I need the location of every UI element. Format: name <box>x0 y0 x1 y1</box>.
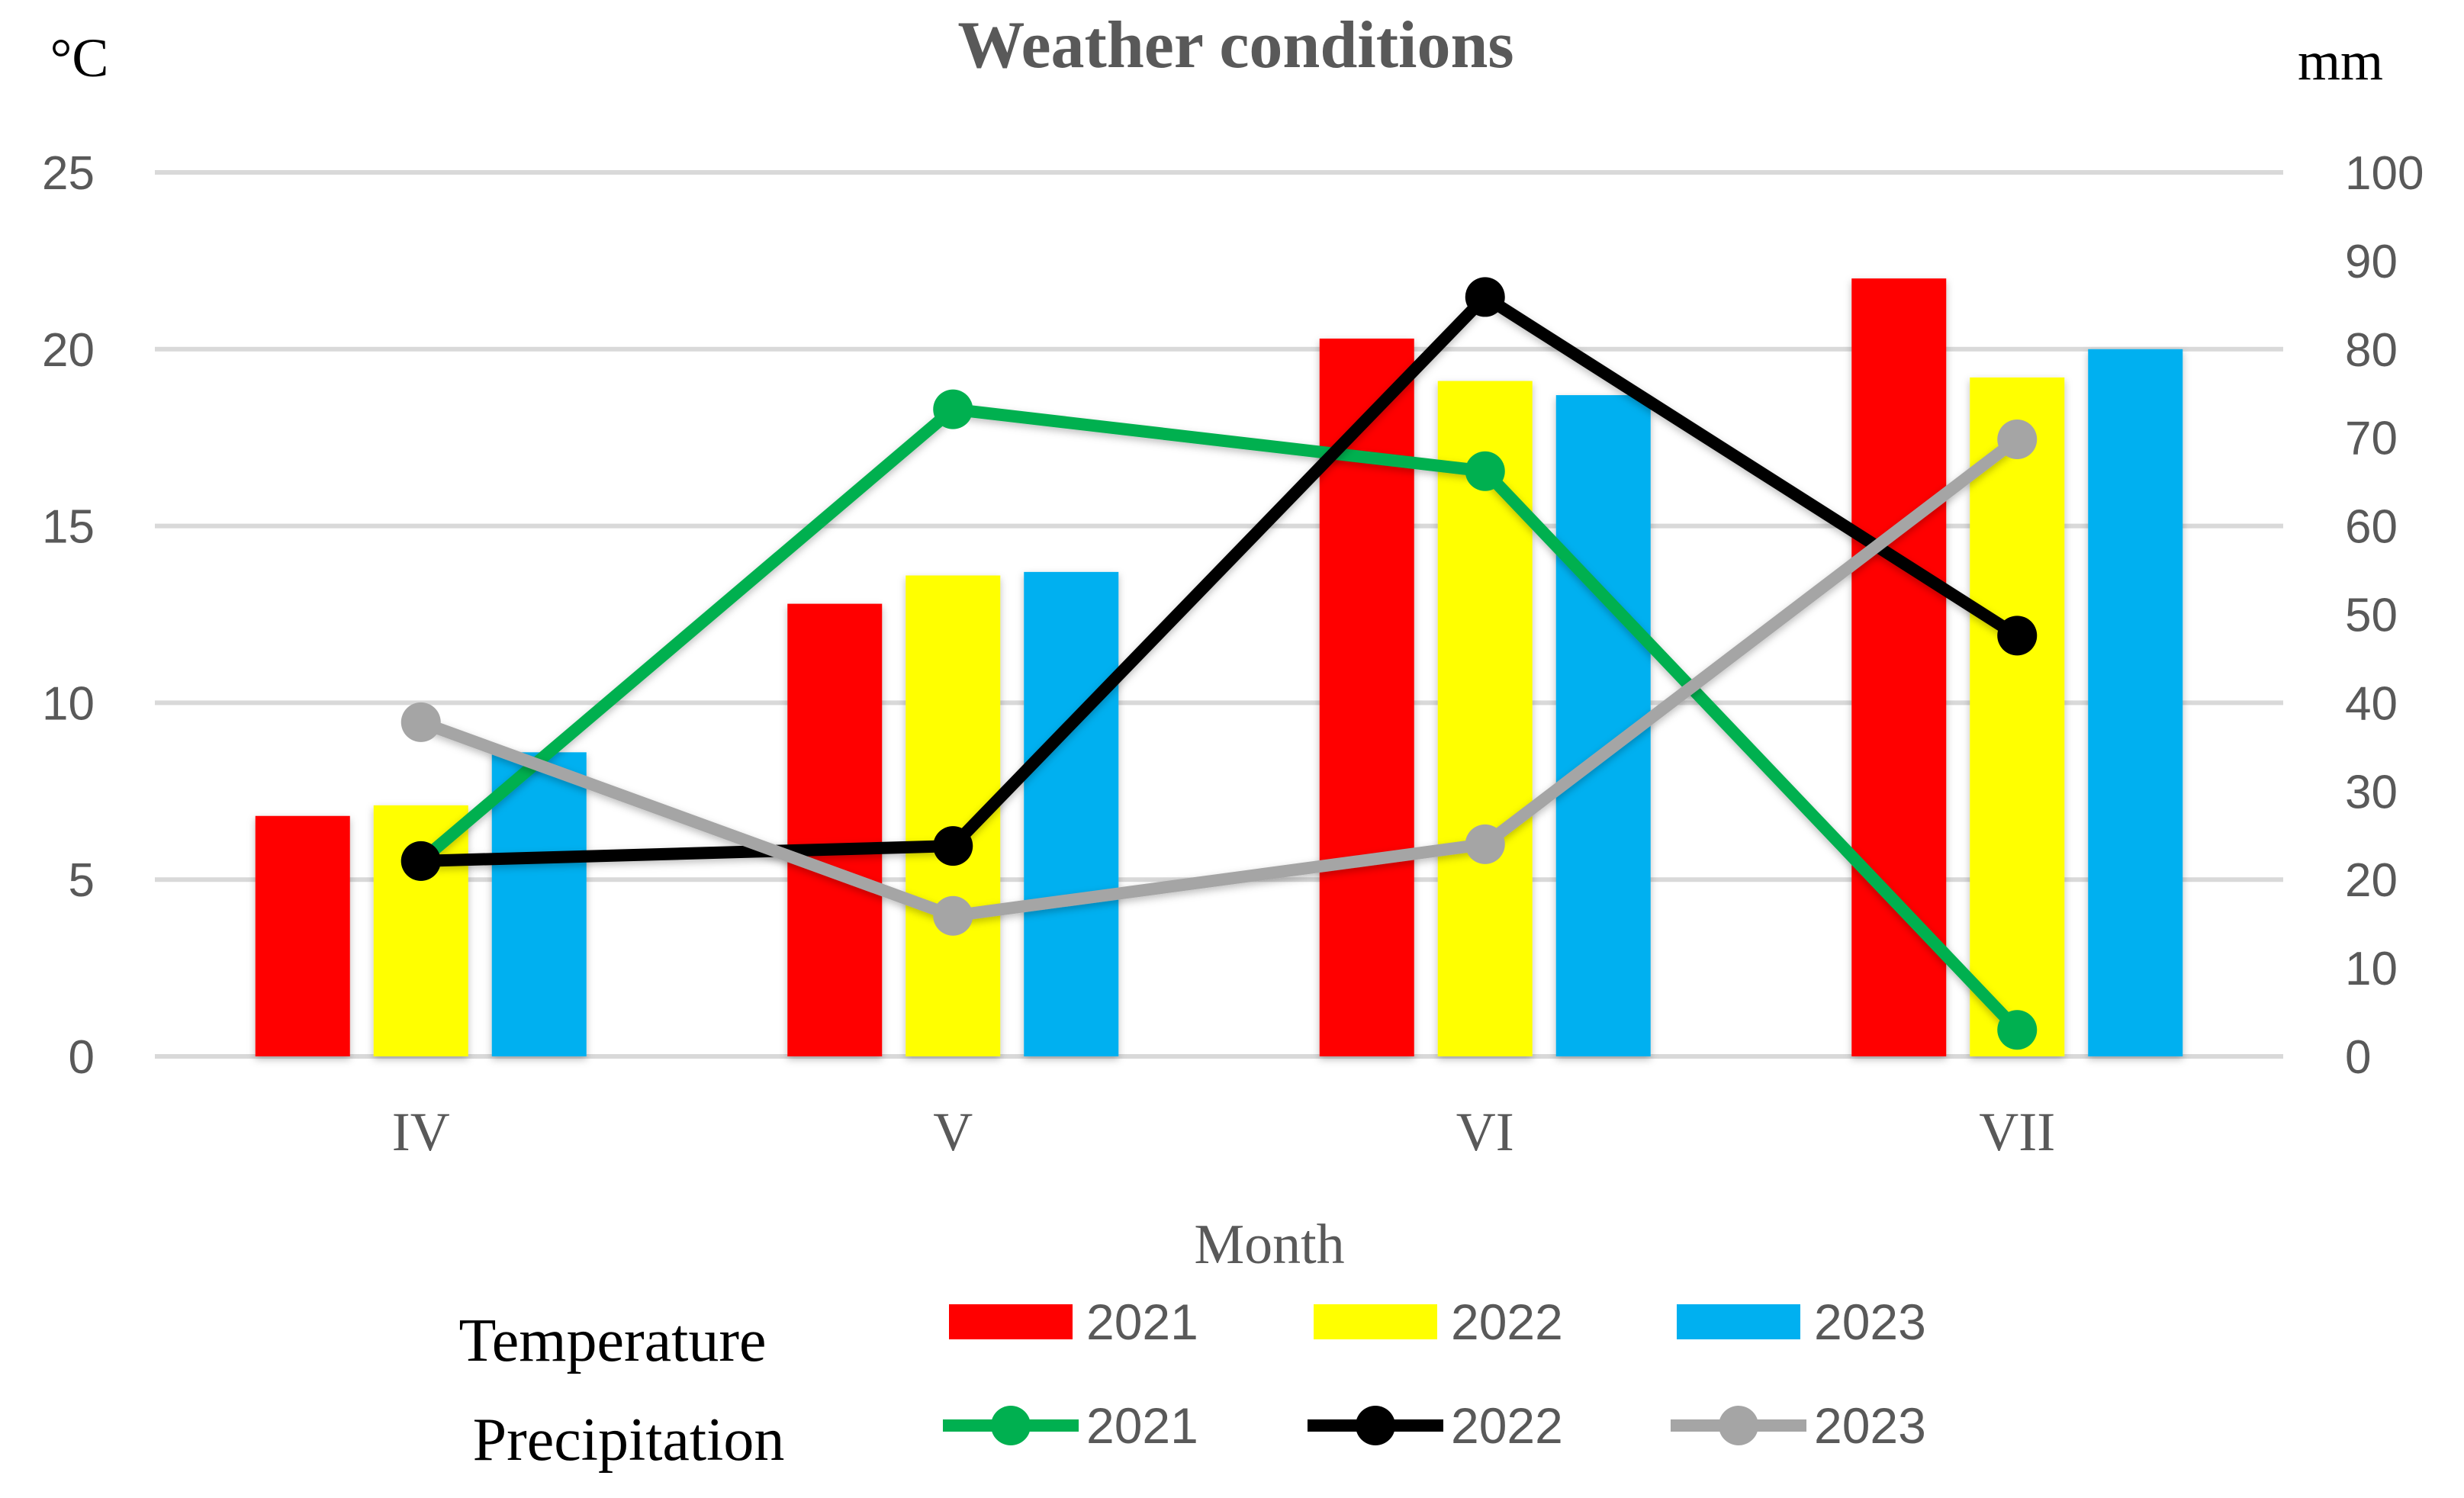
bar-temp-2021 <box>255 815 350 1056</box>
x-axis-title: Month <box>1194 1214 1344 1276</box>
bar-temp-2023 <box>1024 571 1119 1056</box>
legend: Temperature Precipitation 2021 2022 2023 20… <box>458 1294 1925 1474</box>
right-tick-label: 70 <box>2345 413 2398 465</box>
left-tick-label: 0 <box>69 1031 95 1084</box>
left-tick-label: 10 <box>42 677 95 730</box>
right-tick-label: 0 <box>2345 1031 2371 1084</box>
right-tick-label: 30 <box>2345 766 2398 818</box>
legend-group-temperature: Temperature <box>458 1307 766 1374</box>
line-precip-2021 <box>417 403 2022 1034</box>
left-tick-label: 5 <box>69 854 95 907</box>
legend-swatch-temp-2021 <box>949 1304 1073 1339</box>
bar-temp-2022 <box>1970 377 2065 1056</box>
x-tick-label: VI <box>1456 1101 1514 1162</box>
bar-temp-2022 <box>1437 381 1533 1056</box>
right-tick-label: 20 <box>2345 854 2398 907</box>
legend-marker-precip-2021 <box>991 1406 1031 1445</box>
legend-label-temp: 2023 <box>1814 1294 1926 1350</box>
right-tick-label: 100 <box>2345 147 2424 200</box>
bar-temp-2023 <box>491 752 587 1056</box>
bar-temp-2021 <box>1851 278 1947 1057</box>
line-precip-2023 <box>419 434 2022 922</box>
point-precip-2023 <box>1465 824 1505 864</box>
left-tick-label: 15 <box>42 501 95 554</box>
chart-title: Weather conditions <box>957 8 1513 82</box>
left-tick-label: 20 <box>42 324 95 377</box>
legend-marker-precip-2023 <box>1719 1406 1758 1445</box>
legend-group-precipitation: Precipitation <box>473 1406 785 1474</box>
legend-label-precip: 2022 <box>1451 1397 1563 1454</box>
x-tick-label: V <box>933 1101 973 1162</box>
right-tick-label: 90 <box>2345 236 2398 288</box>
point-precip-2021 <box>1465 451 1505 491</box>
legend-label-temp: 2022 <box>1451 1294 1563 1350</box>
point-precip-2021 <box>933 389 973 429</box>
point-precip-2023 <box>933 895 973 936</box>
x-tick-label: IV <box>392 1101 450 1162</box>
left-tick-label: 25 <box>42 147 95 200</box>
bar-temp-2021 <box>787 603 883 1056</box>
legend-swatch-temp-2023 <box>1677 1304 1800 1339</box>
legend-label-temp: 2021 <box>1086 1294 1198 1350</box>
point-precip-2022 <box>1997 616 2038 656</box>
bar-temp-2023 <box>2088 349 2183 1056</box>
left-axis-unit: °C <box>50 27 109 88</box>
right-tick-label: 50 <box>2345 590 2398 642</box>
point-precip-2022 <box>400 841 441 881</box>
legend-label-precip: 2021 <box>1086 1397 1198 1454</box>
point-precip-2022 <box>933 826 973 866</box>
point-precip-2023 <box>1997 420 2038 460</box>
x-tick-label: VII <box>1979 1101 2055 1162</box>
point-precip-2021 <box>1997 1010 2038 1050</box>
point-precip-2023 <box>400 702 441 742</box>
right-axis-unit: mm <box>2298 31 2383 92</box>
legend-swatch-temp-2022 <box>1314 1304 1437 1339</box>
right-tick-label: 60 <box>2345 501 2398 554</box>
right-tick-label: 40 <box>2345 677 2398 730</box>
right-tick-label: 80 <box>2345 324 2398 377</box>
right-tick-label: 10 <box>2345 943 2398 995</box>
point-precip-2022 <box>1465 277 1505 317</box>
legend-marker-precip-2022 <box>1356 1406 1395 1445</box>
legend-label-precip: 2023 <box>1814 1397 1926 1454</box>
line-precip-2022 <box>420 291 2021 867</box>
